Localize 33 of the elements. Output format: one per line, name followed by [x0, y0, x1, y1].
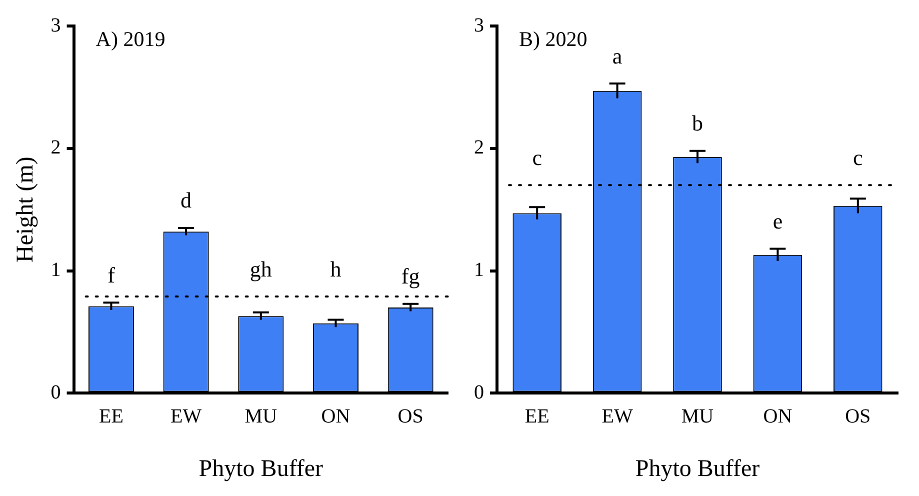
annotation: a [612, 43, 622, 68]
annotation: h [330, 256, 342, 282]
x-axis-title: Phyto Buffer [635, 456, 760, 482]
chart-title: B) 2020 [519, 27, 588, 52]
annotation: gh [250, 256, 272, 282]
y-tick-label: 2 [50, 136, 61, 159]
x-tick-label: OS [398, 405, 424, 428]
y-tick-label: 3 [50, 14, 61, 36]
annotation: b [692, 110, 703, 136]
y-tick-label: 1 [474, 259, 484, 282]
y-tick-label: 2 [474, 136, 484, 159]
x-tick-label: EW [170, 405, 202, 428]
y-axis-title: Height (m) [12, 156, 39, 263]
x-tick-label: ON [321, 405, 350, 428]
y-tick-label: 3 [474, 14, 484, 36]
x-tick-label: EW [602, 405, 633, 428]
y-tick-label: 0 [50, 381, 61, 404]
x-tick-label: OS [845, 405, 871, 428]
annotation: c [532, 144, 542, 170]
x-tick-label: EE [524, 405, 550, 428]
annotation: e [772, 208, 783, 234]
annotation: c [853, 144, 864, 170]
annotation: f [108, 262, 116, 288]
x-tick-label: ON [763, 405, 792, 428]
chart-title: A) 2019 [96, 27, 166, 52]
x-tick-label: MU [681, 405, 714, 428]
annotation: d [180, 188, 192, 213]
y-tick-label: 1 [50, 259, 61, 282]
x-tick-label: EE [99, 405, 124, 428]
x-tick-label: MU [244, 405, 278, 428]
y-tick-label: 0 [474, 381, 484, 404]
x-axis-title: Phyto Buffer [198, 456, 324, 482]
annotation: fg [401, 264, 420, 289]
